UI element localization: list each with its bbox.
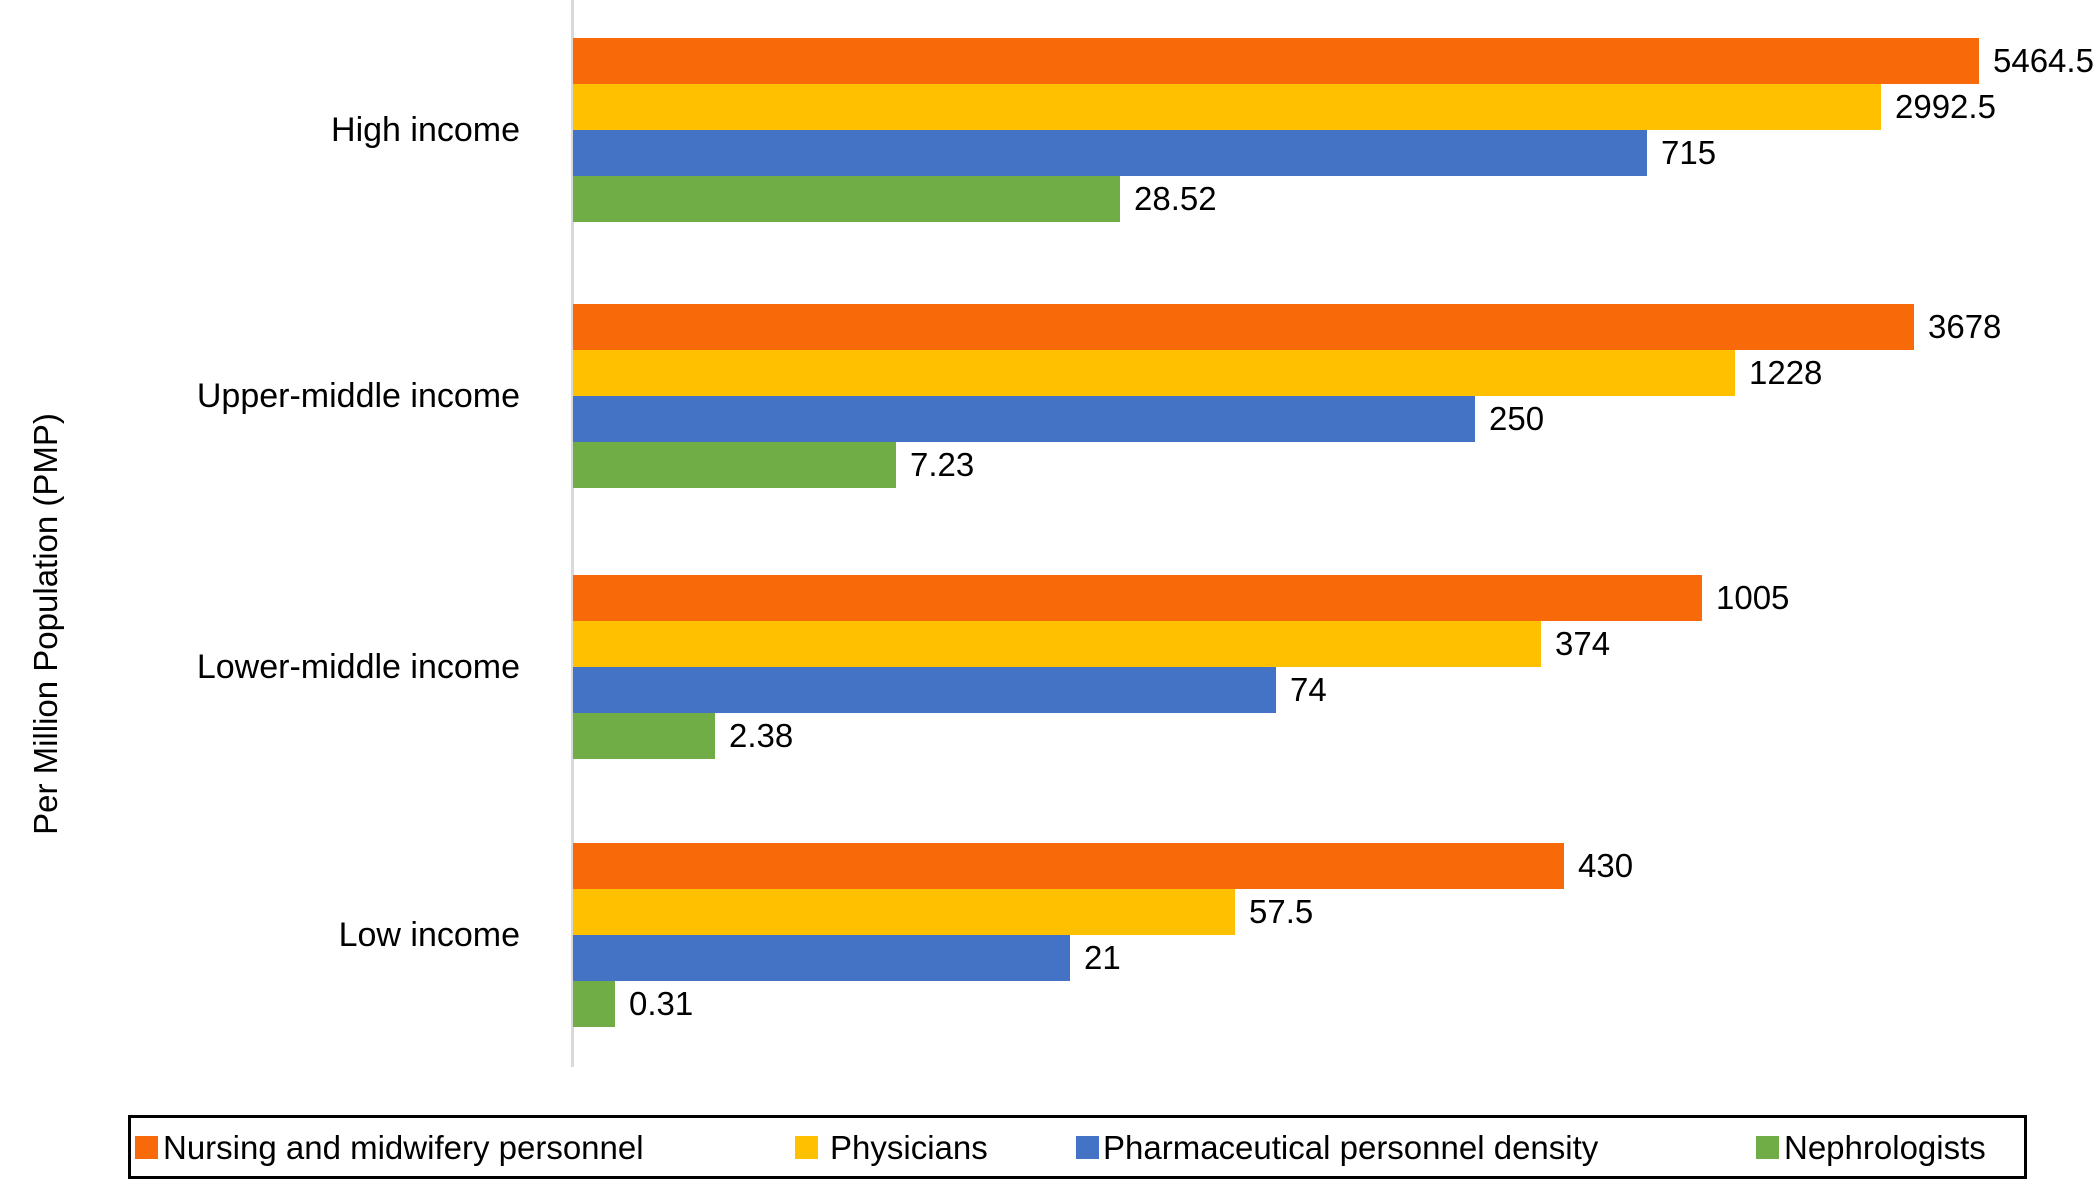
value-label: 74 <box>1290 671 1327 708</box>
bar-nursing-and-midwifery-personnel <box>573 304 1914 350</box>
bar-physicians <box>573 889 1235 935</box>
bar-pharmaceutical-personnel-density <box>573 935 1070 981</box>
value-label: 0.31 <box>629 985 694 1022</box>
legend-label: Nephrologists <box>1784 1129 1986 1166</box>
value-label: 3678 <box>1928 308 2002 345</box>
y-axis-title: Per Million Population (PMP) <box>27 413 64 835</box>
bar-physicians <box>573 621 1541 667</box>
legend-swatch-nursing-and-midwifery-personnel <box>135 1136 158 1159</box>
category-label: High income <box>331 111 520 149</box>
bar-nephrologists <box>573 176 1120 222</box>
bar-physicians <box>573 84 1881 130</box>
bar-pharmaceutical-personnel-density <box>573 396 1475 442</box>
value-label: 715 <box>1661 134 1717 171</box>
value-label: 28.52 <box>1134 180 1217 217</box>
bar-physicians <box>573 350 1735 396</box>
bar-pharmaceutical-personnel-density <box>573 667 1276 713</box>
bar-nephrologists <box>573 981 615 1027</box>
value-label: 250 <box>1489 400 1545 437</box>
legend-swatch-physicians <box>795 1136 818 1159</box>
bar-nephrologists <box>573 713 715 759</box>
value-label: 2992.5 <box>1895 88 1996 125</box>
bar-nursing-and-midwifery-personnel <box>573 843 1564 889</box>
y-axis-line <box>571 0 574 1067</box>
value-label: 21 <box>1084 939 1121 976</box>
value-label: 1228 <box>1749 354 1823 391</box>
category-label: Upper-middle income <box>196 377 520 415</box>
bar-nephrologists <box>573 442 896 488</box>
category-label: Low income <box>338 916 520 954</box>
legend-label: Pharmaceutical personnel density <box>1103 1129 1599 1166</box>
value-label: 5464.5 <box>1993 42 2094 79</box>
value-label: 57.5 <box>1249 893 1314 930</box>
category-label: Lower-middle income <box>196 648 520 686</box>
bar-nursing-and-midwifery-personnel <box>573 575 1702 621</box>
legend-swatch-nephrologists <box>1756 1136 1779 1159</box>
value-label: 7.23 <box>910 446 975 483</box>
legend-label: Physicians <box>830 1129 988 1166</box>
bar-pharmaceutical-personnel-density <box>573 130 1647 176</box>
value-label: 2.38 <box>729 717 794 754</box>
value-label: 1005 <box>1716 579 1790 616</box>
legend-swatch-pharmaceutical-personnel-density <box>1076 1136 1099 1159</box>
bar-nursing-and-midwifery-personnel <box>573 38 1979 84</box>
value-label: 430 <box>1578 847 1634 884</box>
value-label: 374 <box>1555 625 1611 662</box>
legend-label: Nursing and midwifery personnel <box>163 1129 644 1166</box>
